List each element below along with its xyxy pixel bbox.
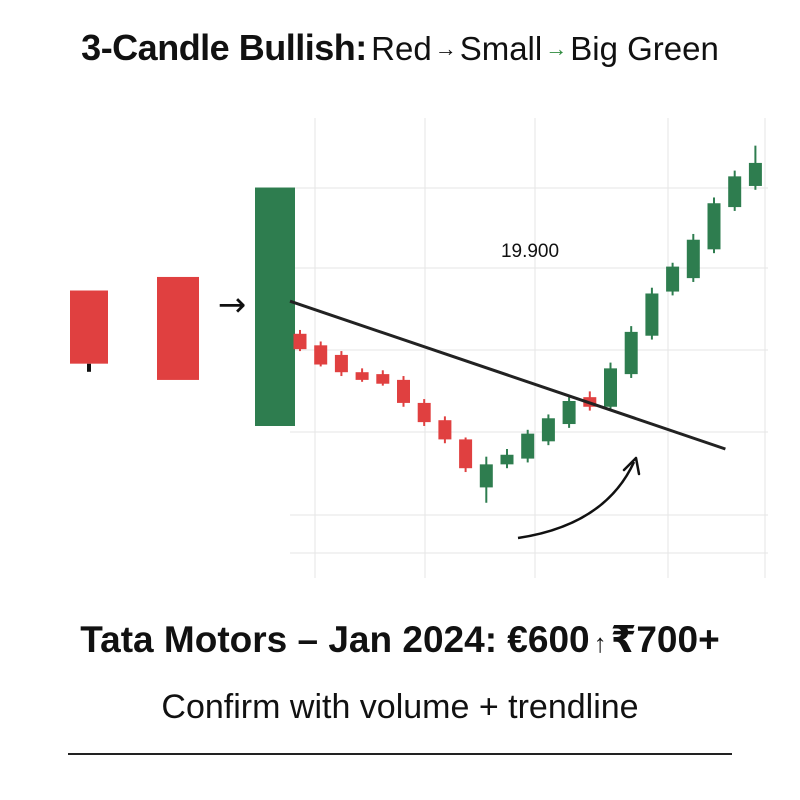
curved-arrow-head-icon — [622, 456, 641, 476]
title-main: 3-Candle Bullish: — [81, 27, 367, 68]
candle-body — [334, 354, 348, 373]
candle-body — [397, 379, 410, 403]
candle-body — [707, 203, 721, 250]
candle-body — [645, 293, 659, 336]
candle-body — [748, 162, 762, 186]
candle-body — [417, 402, 431, 423]
headline: Tata Motors – Jan 2024: €600 ↑ ₹700+ — [0, 618, 800, 661]
candle-body — [728, 176, 742, 208]
candle-body — [293, 333, 307, 350]
chart-grid — [290, 118, 768, 578]
candle-body — [479, 464, 493, 488]
title-step-red: Red — [371, 30, 432, 67]
pattern-example — [70, 187, 295, 426]
divider — [68, 753, 732, 755]
up-arrow-icon: ↑ — [593, 628, 607, 658]
trendline — [289, 299, 726, 451]
candle-series — [293, 145, 762, 503]
price-annotation: 19.900 — [501, 241, 559, 262]
pattern-candle-body — [70, 290, 108, 364]
curved-arrow-line — [517, 461, 636, 540]
candle-body — [438, 420, 452, 440]
candle-body — [686, 239, 700, 279]
candle-body — [541, 418, 555, 442]
chart-title: 3-Candle Bullish: Red →Small →Big Green — [0, 30, 800, 66]
title-arrow-1: → — [434, 36, 457, 61]
title-step-small: Small — [459, 30, 543, 67]
pattern-candle-body — [157, 276, 199, 380]
title-arrow-2: → — [545, 36, 568, 61]
candle-body — [562, 401, 576, 425]
candle-body — [376, 374, 390, 384]
candle-body — [459, 439, 473, 469]
pattern-arrow: → — [218, 285, 247, 325]
pattern-candle-body — [255, 187, 295, 426]
headline-left: Tata Motors – Jan 2024: €600 — [80, 619, 590, 660]
headline-right: ₹700+ — [610, 619, 720, 660]
candle-body — [604, 368, 617, 407]
candle-body — [521, 433, 535, 459]
candle-body — [500, 454, 514, 465]
candle-body — [624, 331, 638, 375]
candle-body — [666, 266, 680, 292]
subline: Confirm with volume + trendline — [161, 688, 639, 726]
candle-body — [314, 345, 328, 365]
candle-body — [355, 372, 369, 380]
title-step-big-green: Big Green — [570, 30, 719, 67]
